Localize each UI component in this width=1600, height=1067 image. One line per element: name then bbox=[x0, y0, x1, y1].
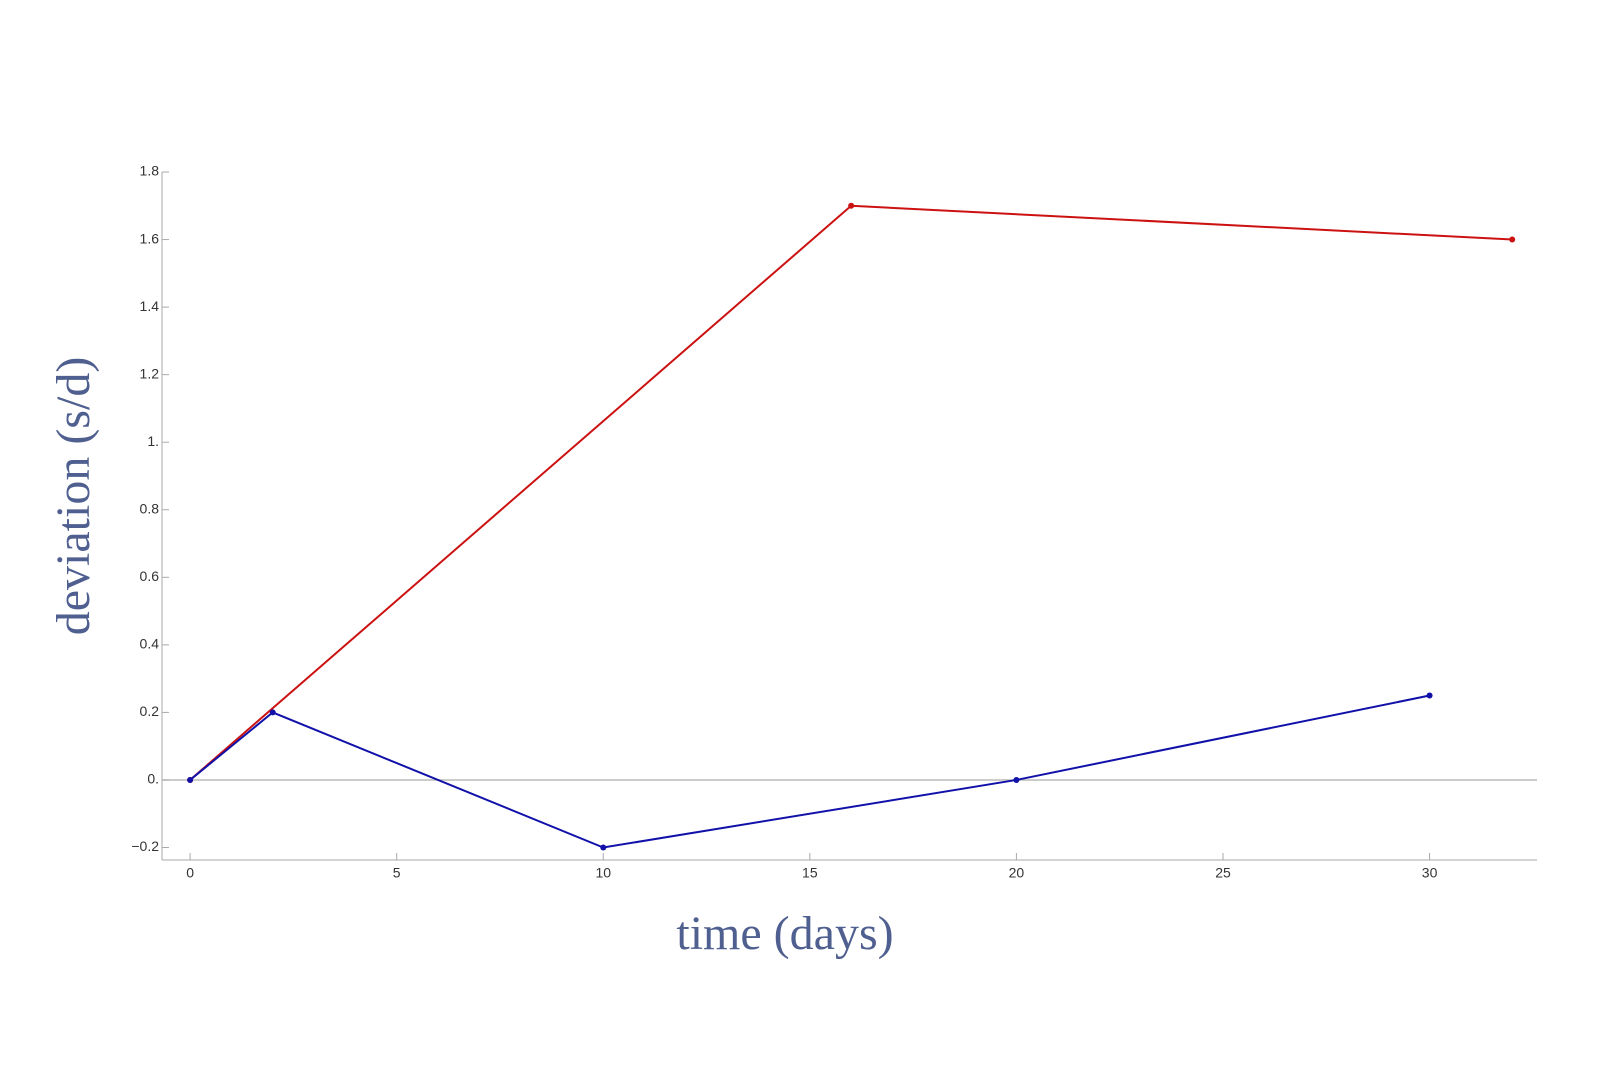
x-tick-label: 20 bbox=[1009, 865, 1025, 881]
data-point bbox=[848, 202, 855, 209]
x-tick-label: 0 bbox=[186, 865, 194, 881]
y-tick-label: 0. bbox=[147, 771, 159, 787]
x-tick-label: 10 bbox=[595, 865, 611, 881]
data-point bbox=[269, 709, 276, 716]
x-tick-label: 25 bbox=[1215, 865, 1231, 881]
y-tick-label: 0.6 bbox=[140, 568, 160, 584]
data-point bbox=[1509, 236, 1516, 243]
x-tick-label: 5 bbox=[393, 865, 401, 881]
y-tick-label: 1.4 bbox=[140, 298, 160, 314]
y-axis-label: deviation (s/d) bbox=[47, 357, 100, 636]
y-tick-label: 0.8 bbox=[140, 500, 160, 516]
series-line bbox=[189, 204, 1513, 781]
x-tick-label: 15 bbox=[802, 865, 818, 881]
data-point bbox=[1426, 692, 1433, 699]
y-tick-label: 1.6 bbox=[140, 230, 160, 246]
y-tick-label: 0.4 bbox=[140, 636, 160, 652]
y-tick-label: 1. bbox=[147, 433, 159, 449]
y-tick-label: 1.2 bbox=[140, 365, 160, 381]
x-tick-label: 30 bbox=[1422, 865, 1438, 881]
y-tick-label: 1.8 bbox=[140, 163, 160, 179]
x-axis-label: time (days) bbox=[676, 907, 893, 960]
series-line bbox=[189, 694, 1430, 849]
y-tick-label: −0.2 bbox=[131, 838, 159, 854]
data-point bbox=[1013, 776, 1020, 783]
data-point bbox=[187, 776, 194, 783]
data-point bbox=[600, 844, 607, 851]
y-tick-label: 0.2 bbox=[140, 703, 160, 719]
